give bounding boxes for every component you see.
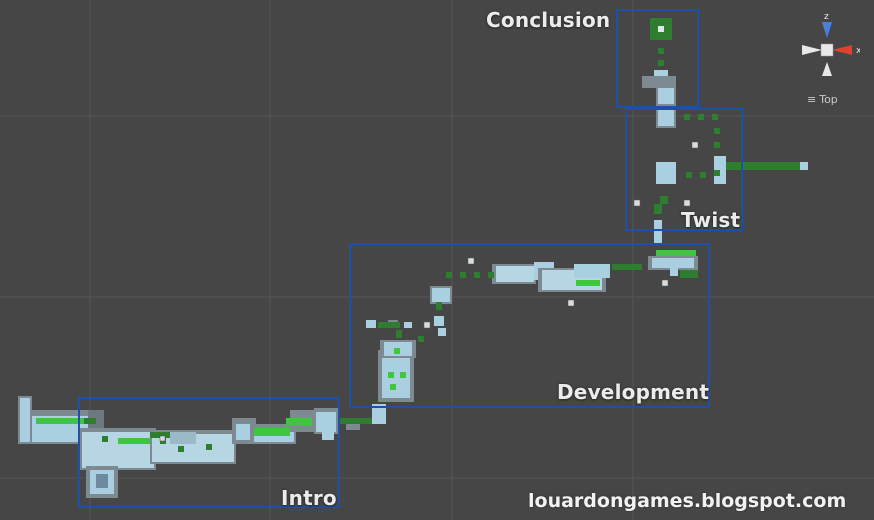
hamburger-icon: ≡	[807, 93, 817, 106]
development-section-box[interactable]	[349, 243, 710, 408]
intro-level-geometry[interactable]	[18, 396, 386, 498]
section-boxes[interactable]	[78, 9, 743, 508]
z-axis-label: z	[824, 12, 829, 22]
conclusion-section-box[interactable]	[616, 9, 699, 108]
object-icons[interactable]	[159, 141, 699, 442]
intro-section-box[interactable]	[78, 397, 340, 508]
conclusion-level-geometry[interactable]	[642, 18, 676, 106]
development-path-markers	[378, 250, 698, 390]
view-mode-toggle[interactable]: ≡ Top	[807, 93, 838, 106]
neg-x-axis-cone-icon[interactable]	[802, 45, 822, 55]
blog-watermark: louardongames.blogspot.com	[528, 490, 847, 512]
twist-label: Twist	[681, 208, 741, 232]
x-axis-label: x	[856, 46, 860, 56]
conclusion-path-markers	[658, 48, 664, 66]
gizmo-center-cube-icon[interactable]	[820, 43, 834, 57]
development-label: Development	[557, 380, 710, 404]
development-level-geometry[interactable]	[366, 220, 698, 402]
x-axis-cone-icon[interactable]	[832, 45, 852, 55]
twist-path-markers	[654, 114, 800, 214]
intro-label: Intro	[281, 486, 337, 510]
intro-path-markers	[36, 418, 372, 452]
z-axis-cone-icon[interactable]	[822, 22, 832, 38]
orientation-gizmo[interactable]: z x	[796, 8, 860, 88]
twist-section-box[interactable]	[625, 108, 743, 231]
conclusion-label: Conclusion	[486, 8, 611, 32]
view-mode-label: Top	[819, 93, 838, 106]
neg-z-axis-cone-icon[interactable]	[822, 62, 832, 76]
twist-level-geometry[interactable]	[656, 106, 808, 184]
